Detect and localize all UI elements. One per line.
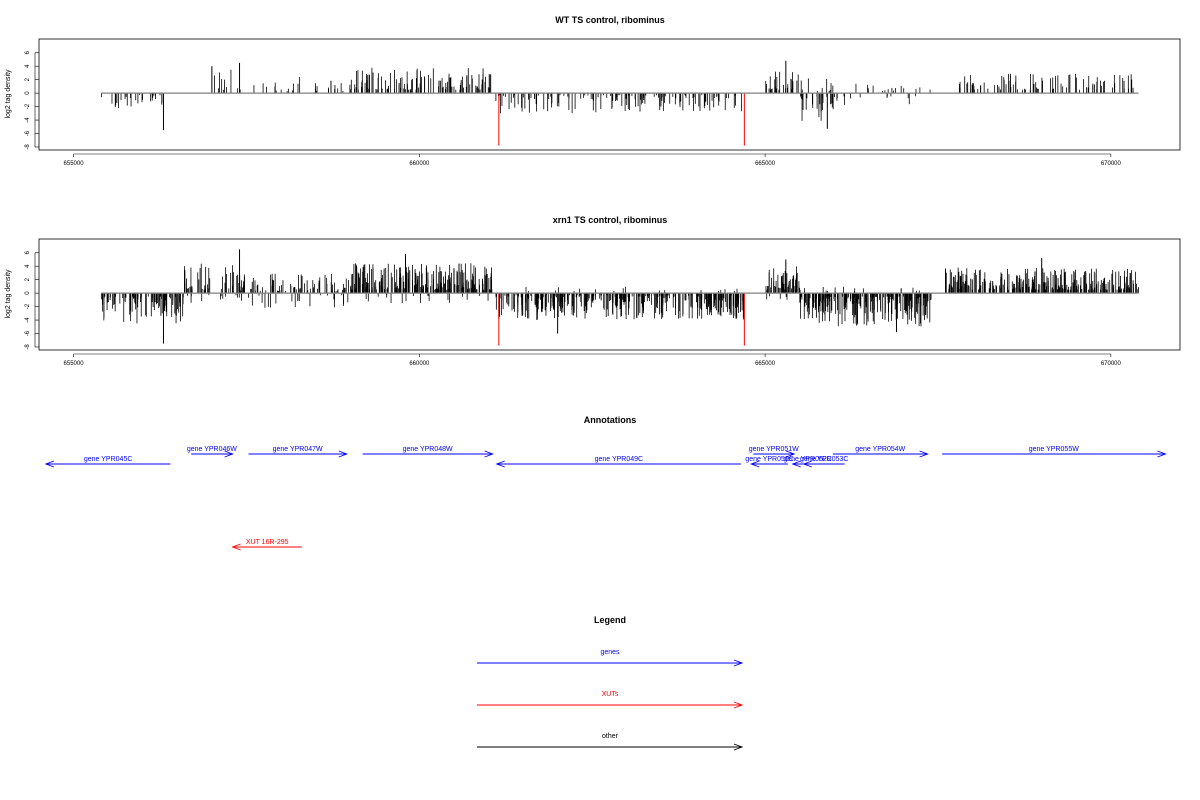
legend-arrow [477,701,744,709]
gene-label: gene YPR055W [1029,446,1079,453]
plot-frame [38,238,1181,351]
y-tick-label: -8 [25,144,31,150]
y-axis-label: log2 tag density [5,269,12,319]
gene-arrow [362,450,494,458]
x-tick-label: 665000 [755,161,776,167]
annotation-features: gene YPR045C gene YPR046W gene YPR047W gene… [44,446,1167,551]
y-axis-ticks: 6 4 2 0 -2 -4 -6 -8 [25,250,39,350]
y-tick-label: 2 [25,277,31,281]
x-tick-label: 655000 [64,361,85,367]
gene-label: gene YPR053C [800,456,849,463]
y-tick-label: 2 [25,77,31,81]
wt-density-panel: WT TS control, ribominus log2 tag densit… [5,15,1181,167]
gene-label: gene YPR051W [749,446,799,453]
xrn1-density-panel: xrn1 TS control, ribominus log2 tag dens… [5,215,1181,367]
gene-label: gene YPR052C [783,456,832,463]
plot-frame [38,38,1181,151]
gene-arrow [749,460,788,468]
gene-label: gene YPR045C [84,456,133,463]
y-tick-label: -6 [25,130,31,136]
panel-title: xrn1 TS control, ribominus [553,215,668,225]
x-tick-label: 660000 [409,361,430,367]
annotations-title: Annotations [584,415,637,425]
gene-arrow [44,460,171,468]
y-tick-label: -4 [25,317,31,323]
x-tick-label: 660000 [409,161,430,167]
y-axis-label: log2 tag density [5,69,12,119]
y-tick-label: -4 [25,117,31,123]
gene-arrow [248,450,349,458]
gene-arrow [495,460,741,468]
gene-arrow [942,450,1167,458]
y-tick-label: 6 [25,50,31,54]
density-bars [101,60,1139,146]
legend-title: Legend [594,615,626,625]
legend-label: genes [600,649,620,656]
legend-arrow [477,659,744,667]
gene-label: gene YPR054W [855,446,905,453]
x-tick-label: 670000 [1101,161,1122,167]
legend-items: genes XUTs other [477,649,744,751]
y-axis-ticks: 6 4 2 0 -2 -4 -6 -8 [25,50,39,150]
y-tick-label: 4 [25,64,31,68]
gene-label: gene YPR046W [187,446,237,453]
y-tick-label: 6 [25,250,31,254]
xut-arrow [231,543,302,551]
gene-arrow [191,450,234,458]
x-axis-ticks: 655000 660000 665000 670000 [64,353,1122,367]
legend-label: XUTs [602,691,619,698]
y-tick-label: 4 [25,264,31,268]
legend-arrow [477,743,744,751]
x-tick-label: 655000 [64,161,85,167]
legend-label: other [602,733,619,740]
legend: Legend genes XUTs other [477,615,744,751]
x-axis-ticks: 655000 660000 665000 670000 [64,153,1122,167]
gene-label: gene YPR048W [403,446,453,453]
y-tick-label: -8 [25,344,31,350]
y-tick-label: -2 [25,303,31,309]
gene-arrow [832,450,929,458]
y-tick-label: 0 [25,91,31,95]
y-tick-label: -2 [25,103,31,109]
density-bars [100,249,1139,346]
gene-arrow [802,460,845,468]
xut-label: XUT 16R-295 [246,539,289,546]
panel-title: WT TS control, ribominus [555,15,665,25]
x-tick-label: 670000 [1101,361,1122,367]
y-tick-label: 0 [25,291,31,295]
gene-label: gene YPR049C [595,456,644,463]
gene-label: gene YPR047W [273,446,323,453]
gene-label: gene YPR050C [745,456,794,463]
gene-arrow [753,450,796,458]
y-tick-label: -6 [25,330,31,336]
x-tick-label: 665000 [755,361,776,367]
